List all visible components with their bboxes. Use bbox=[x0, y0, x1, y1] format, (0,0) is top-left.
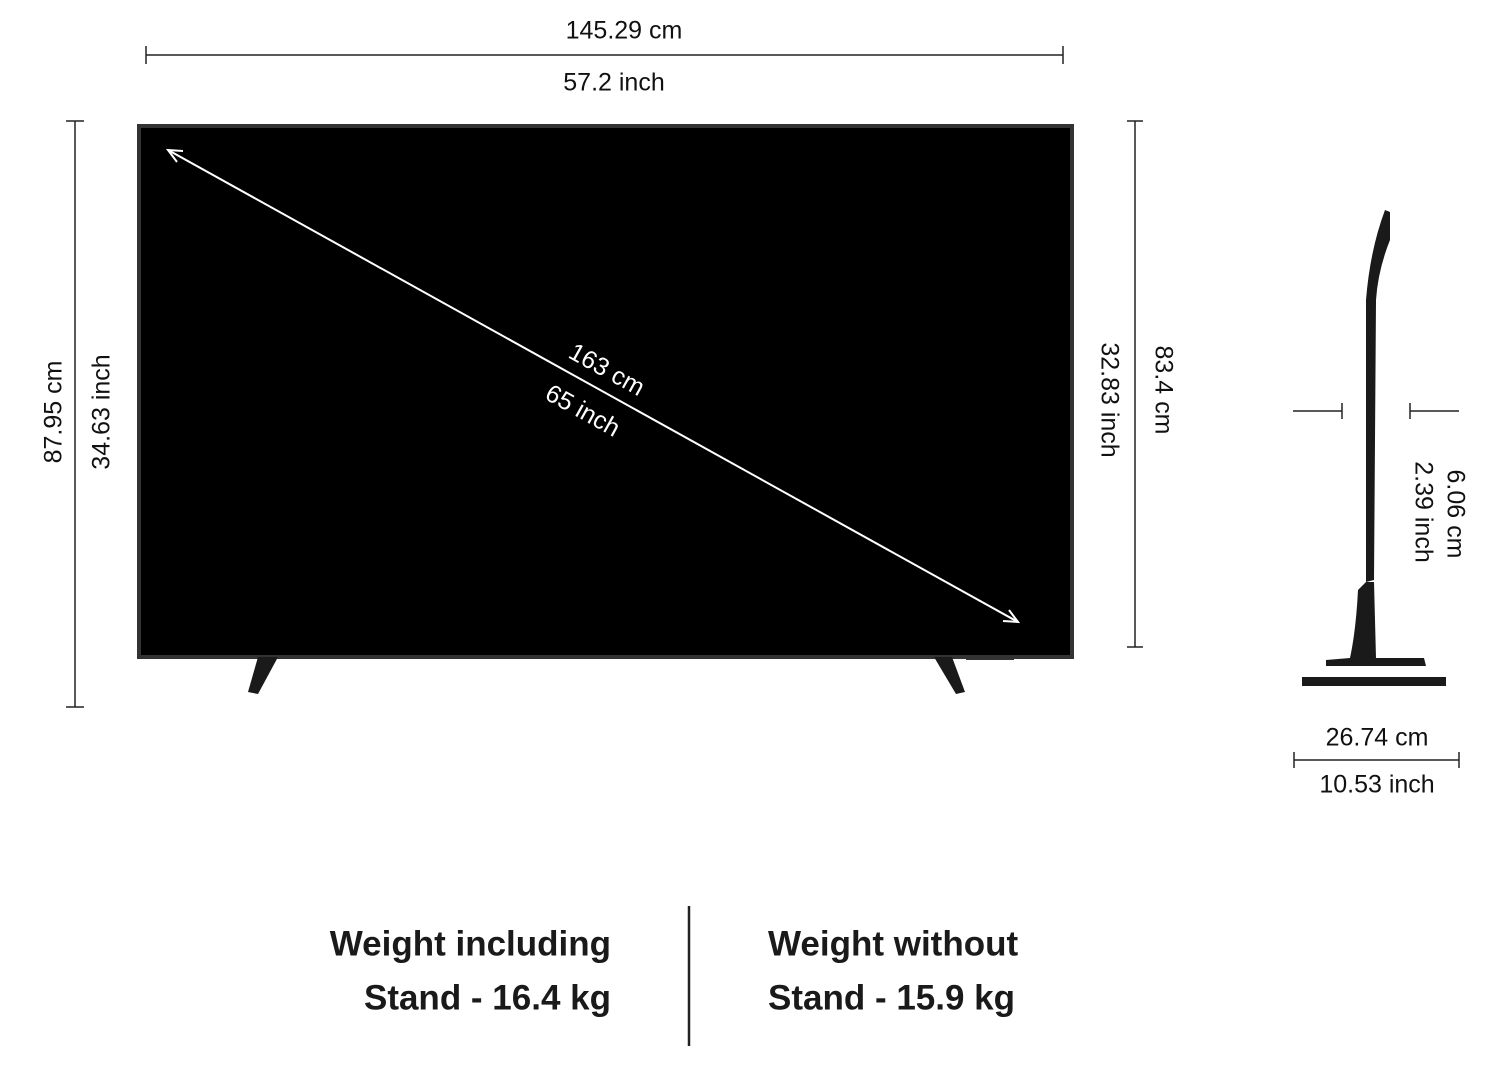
panel-height-inch: 32.83 inch bbox=[1095, 342, 1123, 457]
stand-depth-dimension-line bbox=[1293, 752, 1460, 768]
total-height-cm: 87.95 cm bbox=[40, 361, 68, 464]
depth-inch: 2.39 inch bbox=[1409, 461, 1437, 562]
total-height-inch: 34.63 inch bbox=[88, 354, 116, 469]
panel-height-cm: 83.4 cm bbox=[1149, 346, 1177, 435]
tv-side-panel bbox=[1366, 210, 1390, 582]
tv-sensor bbox=[966, 655, 1014, 660]
weight-with-stand-line2: Stand - 16.4 kg bbox=[364, 978, 611, 1017]
tv-screen bbox=[137, 124, 1074, 659]
panel-height-dimension-line bbox=[1127, 120, 1143, 648]
diagonal-arrow bbox=[165, 148, 1021, 624]
total-height-dimension-line bbox=[66, 120, 84, 708]
stand-depth-cm: 26.74 cm bbox=[1326, 724, 1429, 752]
width-inch: 57.2 inch bbox=[563, 69, 664, 97]
depth-dimension-line bbox=[1293, 403, 1459, 419]
weight-without-stand-line2: Stand - 15.9 kg bbox=[768, 978, 1015, 1017]
tv-foot-left bbox=[248, 657, 278, 694]
stand-depth-inch: 10.53 inch bbox=[1319, 771, 1434, 799]
tv-side-base bbox=[1302, 677, 1446, 686]
weight-without-stand-line1: Weight without bbox=[768, 924, 1018, 963]
weight-with-stand-line1: Weight including bbox=[330, 924, 611, 963]
width-cm: 145.29 cm bbox=[566, 17, 683, 45]
tv-foot-right bbox=[934, 657, 965, 694]
tv-side-stand-neck bbox=[1326, 582, 1426, 666]
depth-cm: 6.06 cm bbox=[1441, 470, 1469, 559]
width-dimension-line bbox=[145, 46, 1064, 64]
